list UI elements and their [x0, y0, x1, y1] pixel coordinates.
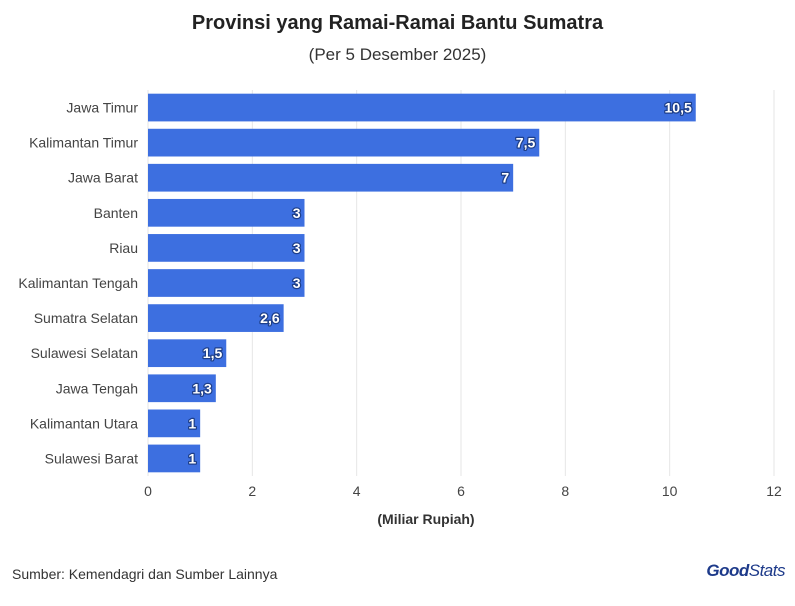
- bar: [148, 304, 284, 332]
- bar: [148, 374, 216, 403]
- bar: [148, 409, 201, 438]
- data-label: 1,3: [192, 380, 212, 396]
- category-label: Jawa Barat: [68, 170, 138, 186]
- bar: [148, 339, 227, 368]
- source-note: Sumber: Kemendagri dan Sumber Lainnya: [12, 566, 278, 582]
- bar: [148, 93, 696, 122]
- logo-bold-text: Good: [706, 561, 749, 580]
- category-label: Riau: [109, 240, 138, 256]
- category-label: Jawa Tengah: [56, 380, 138, 396]
- bar: [148, 128, 540, 157]
- category-label: Sulawesi Selatan: [31, 345, 138, 361]
- x-tick-label: 12: [766, 483, 782, 499]
- category-label: Sulawesi Barat: [45, 450, 138, 466]
- data-label: 1,5: [203, 345, 223, 361]
- data-label: 7: [501, 170, 509, 186]
- category-label: Sumatra Selatan: [34, 310, 138, 326]
- data-label: 7,5: [516, 135, 536, 151]
- category-label: Kalimantan Timur: [29, 135, 138, 151]
- bar: [148, 269, 305, 297]
- logo-text: Stats: [748, 561, 786, 580]
- category-label: Kalimantan Utara: [30, 415, 138, 431]
- data-label: 1: [188, 450, 196, 466]
- data-label: 3: [293, 205, 301, 221]
- bar: [148, 198, 305, 227]
- category-label: Kalimantan Tengah: [18, 275, 138, 291]
- data-label: 1: [188, 415, 196, 431]
- data-label: 10,5: [665, 100, 692, 116]
- x-tick-label: 4: [353, 483, 361, 499]
- bar: [148, 444, 201, 473]
- x-tick-label: 2: [248, 483, 256, 499]
- x-tick-label: 8: [561, 483, 569, 499]
- x-tick-label: 6: [457, 483, 465, 499]
- bar: [148, 163, 514, 192]
- goodstats-logo: GoodStats: [706, 561, 785, 581]
- x-tick-label: 0: [144, 483, 152, 499]
- category-label: Jawa Timur: [66, 100, 138, 116]
- data-label: 2,6: [260, 310, 280, 326]
- x-tick-label: 10: [662, 483, 678, 499]
- chart-subtitle: (Per 5 Desember 2025): [308, 45, 487, 64]
- chart-title: Provinsi yang Ramai-Ramai Bantu Sumatra: [191, 12, 604, 34]
- category-label: Banten: [94, 205, 138, 221]
- data-label: 3: [293, 275, 301, 291]
- x-axis-title: (Miliar Rupiah): [377, 511, 474, 527]
- bar: [148, 234, 305, 262]
- data-label: 3: [293, 240, 301, 256]
